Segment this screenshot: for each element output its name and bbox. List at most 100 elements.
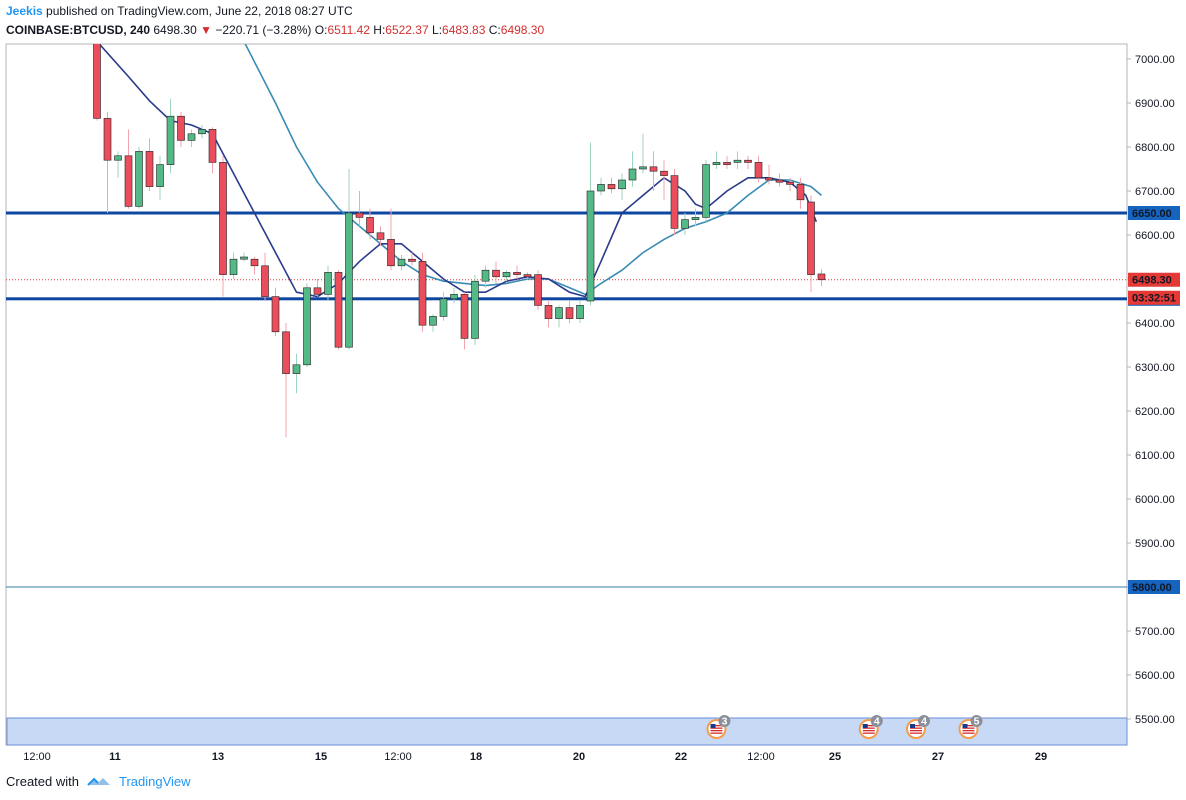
y-tick-label: 6300.00 [1135,362,1175,374]
candle [450,287,458,304]
candle-body [513,272,521,275]
flag-stripe [710,730,723,732]
level-line [6,297,1127,301]
candle [177,111,185,147]
author-link[interactable]: Jeekis [6,4,43,18]
candle [618,173,626,200]
horizontal-levels [6,211,1127,588]
candle-body [261,265,269,297]
candle [639,133,647,174]
candle [775,173,784,187]
candle [670,169,679,235]
candle-body [744,159,752,163]
candle-body [702,164,710,218]
candle [702,160,710,222]
candle [649,151,658,191]
candle-body [618,179,626,190]
us-flag-icon[interactable]: 4 [858,715,883,739]
candle [660,160,668,200]
symbol-ohlc-line: COINBASE:BTCUSD, 240 6498.30 ▼ −220.71 (… [6,22,544,38]
time-axis[interactable]: 12:00 11 13 15 12:00 18 20 22 12:00 25 27 29 [23,751,1047,763]
x-tick-label: 18 [470,751,482,763]
candle [723,155,731,169]
candle [198,125,206,139]
candle [586,142,595,306]
candle [712,151,721,169]
candle [418,252,427,332]
candle [460,292,469,350]
candle [796,177,805,209]
candle-body [145,151,154,187]
candle [744,155,752,169]
candle-body [229,258,238,275]
candle-body [597,184,605,192]
candle-body [219,162,227,275]
tradingview-logo-icon [87,777,110,786]
x-tick-label: 11 [109,751,121,763]
candle [334,270,343,350]
last-price-label: 6498.30 [1132,275,1172,287]
us-flag-icon[interactable]: 3 [706,715,731,739]
candle-body [345,212,353,348]
y-tick-label: 5600.00 [1135,670,1175,682]
candle [597,177,605,196]
event-count: 4 [921,716,927,728]
tradingview-brand-link[interactable]: TradingView [118,774,191,789]
candle-body [492,269,500,278]
x-tick-label: 20 [573,751,585,763]
candle [292,353,301,394]
candle-body [93,44,101,119]
y-tick-label: 5900.00 [1135,538,1175,550]
us-flag-icon[interactable]: 4 [906,715,930,739]
candle-body [166,115,175,165]
candle-body [544,305,553,319]
candle [807,195,815,293]
candle [124,129,133,209]
candle-body [429,316,437,326]
flag-stripe [862,730,875,732]
countdown-bg [1128,290,1180,305]
level-line [6,211,1127,215]
x-tick-label: 13 [212,751,224,763]
candle [576,301,584,323]
candle-body [670,175,679,229]
candle-body [282,331,290,374]
candle [513,265,521,279]
us-flag-icon[interactable]: 5 [958,715,983,739]
flag-canton [862,724,868,728]
y-tick-label: 6600.00 [1135,230,1175,242]
candle [114,151,122,178]
y-tick-label: 6700.00 [1135,186,1175,198]
candle [271,287,280,337]
candle [691,208,700,227]
footer: Created with TradingView [6,773,191,791]
candle [786,177,794,191]
close-value: 6498.30 [500,23,545,37]
candle [145,138,154,191]
candle-body [481,269,490,282]
candle [376,226,385,246]
flag-stripe [962,730,975,732]
flag-stripe [910,725,922,727]
candle-body [292,364,301,374]
candle [628,151,637,187]
publication-header: Jeekis published on TradingView.com, Jun… [6,3,353,19]
candle [492,261,500,284]
x-tick-label: 29 [1035,751,1047,763]
candle [523,272,532,279]
candle-body [334,272,343,348]
candle-body [387,239,395,267]
y-tick-label: 6100.00 [1135,450,1175,462]
candle [534,270,542,310]
candle-body [103,118,112,161]
level-price-label: 6650.00 [1132,208,1172,220]
event-count-bg [918,715,930,727]
candle-body [271,296,280,333]
candle-body [439,298,448,317]
price-axis[interactable]: 7000.006900.006800.006700.006600.006500.… [1127,54,1175,726]
candle-body [208,129,217,163]
flag-stripe [862,725,875,727]
candle-body [460,294,469,339]
